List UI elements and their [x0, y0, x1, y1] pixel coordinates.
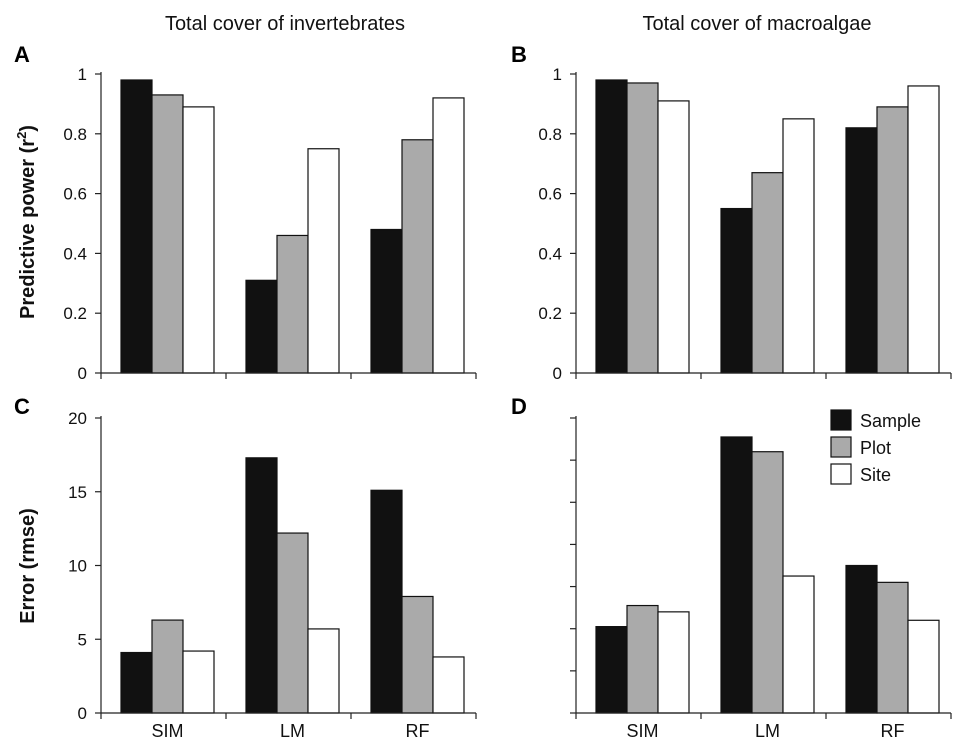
- bar-rf-plot: [401, 139, 434, 374]
- bar-rf-site: [432, 656, 465, 714]
- bar-sim-sample: [120, 651, 153, 714]
- y-tick-label: 0: [553, 364, 562, 383]
- legend-swatch-plot: [830, 436, 852, 458]
- y-tick-label: 0.4: [63, 244, 87, 263]
- y-axis-label-predictive-power: Predictive power (r2): [14, 125, 39, 319]
- y-tick-label: 1: [553, 65, 562, 84]
- y-tick-label: 15: [68, 483, 87, 502]
- bar-sim-site: [182, 106, 215, 374]
- x-category-label: RF: [881, 721, 905, 739]
- legend-swatch-site: [830, 463, 852, 485]
- bar-lm-sample: [720, 207, 753, 374]
- bar-rf-sample: [370, 489, 403, 714]
- column-title-macroalgae: Total cover of macroalgae: [642, 13, 871, 35]
- y-tick-label: 0.6: [538, 185, 562, 204]
- legend-label-plot: Plot: [860, 438, 891, 458]
- y-tick-label: 0.4: [538, 244, 562, 263]
- y-tick-label: 0.2: [63, 304, 87, 323]
- bar-lm-site: [307, 628, 340, 714]
- bar-rf-site: [907, 85, 940, 374]
- y-tick-label: 10: [68, 557, 87, 576]
- y-tick-label: 0.8: [63, 125, 87, 144]
- bar-rf-sample: [845, 127, 878, 374]
- legend-label-sample: Sample: [860, 411, 921, 431]
- y-tick-label: 0: [78, 704, 87, 723]
- bar-lm-plot: [751, 172, 784, 374]
- bar-lm-plot: [276, 532, 309, 714]
- y-tick-label: 0.2: [538, 304, 562, 323]
- panel-letter-a: A: [14, 42, 30, 67]
- legend-swatch-sample: [830, 409, 852, 431]
- x-category-label: SIM: [626, 721, 658, 739]
- panel-c-chart: 0 5 10 15 20 SIM LM RF: [68, 409, 477, 739]
- bar-rf-plot: [401, 595, 434, 714]
- y-tick-label: 1: [78, 65, 87, 84]
- bar-lm-site: [307, 148, 340, 374]
- bar-rf-plot: [876, 106, 909, 374]
- bar-sim-sample: [120, 79, 153, 374]
- y-tick-label: 0.6: [63, 185, 87, 204]
- panel-letter-d: D: [511, 394, 527, 419]
- legend-label-site: Site: [860, 465, 891, 485]
- bar-rf-site: [432, 97, 465, 374]
- x-category-label: SIM: [151, 721, 183, 739]
- y-axis-label-close: ): [17, 125, 39, 132]
- x-category-label: RF: [406, 721, 430, 739]
- bar-rf-plot: [876, 581, 909, 714]
- x-category-label: LM: [280, 721, 305, 739]
- bar-sim-site: [657, 611, 690, 714]
- legend: Sample Plot Site: [830, 409, 921, 485]
- column-title-invertebrates: Total cover of invertebrates: [165, 13, 405, 35]
- bar-sim-plot: [626, 604, 659, 714]
- panel-b-chart: 0 0.2 0.4 0.6 0.8 1: [538, 65, 952, 383]
- bar-lm-sample: [245, 457, 278, 714]
- bar-sim-plot: [151, 94, 184, 374]
- y-tick-label: 20: [68, 409, 87, 428]
- x-category-label: LM: [755, 721, 780, 739]
- y-tick-label: 5: [78, 630, 87, 649]
- bar-rf-site: [907, 619, 940, 714]
- bar-lm-site: [782, 575, 815, 714]
- panel-letter-b: B: [511, 42, 527, 67]
- y-axis-label-main: Predictive power (r: [17, 139, 39, 319]
- bar-rf-sample: [845, 564, 878, 714]
- bar-sim-sample: [595, 79, 628, 374]
- panel-d-chart: SIM LM RF: [570, 416, 952, 739]
- panel-a-chart: 0 0.2 0.4 0.6 0.8 1: [63, 65, 477, 383]
- bar-rf-sample: [370, 228, 403, 374]
- y-axis-label-error: Error (rmse): [17, 508, 39, 624]
- bar-lm-sample: [245, 279, 278, 374]
- bar-sim-site: [657, 100, 690, 374]
- bar-sim-sample: [595, 626, 628, 714]
- bar-sim-site: [182, 650, 215, 714]
- y-axis-label-superscript: 2: [14, 132, 29, 139]
- bar-sim-plot: [151, 619, 184, 714]
- y-tick-label: 0: [78, 364, 87, 383]
- bar-lm-site: [782, 118, 815, 374]
- bar-sim-plot: [626, 82, 659, 374]
- y-tick-label: 0.8: [538, 125, 562, 144]
- bar-lm-plot: [751, 451, 784, 714]
- panel-letter-c: C: [14, 394, 30, 419]
- bar-lm-plot: [276, 234, 309, 374]
- bar-lm-sample: [720, 436, 753, 714]
